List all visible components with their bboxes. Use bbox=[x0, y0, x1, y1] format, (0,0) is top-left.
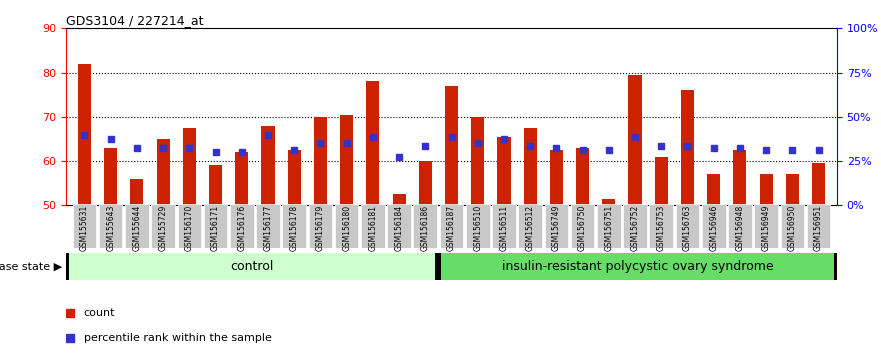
Bar bbox=[681, 90, 694, 205]
FancyBboxPatch shape bbox=[649, 204, 673, 248]
FancyBboxPatch shape bbox=[597, 204, 620, 248]
Bar bbox=[707, 175, 721, 205]
Text: GSM156170: GSM156170 bbox=[185, 205, 194, 251]
FancyBboxPatch shape bbox=[754, 204, 778, 248]
Bar bbox=[287, 150, 300, 205]
Bar bbox=[262, 126, 275, 205]
FancyBboxPatch shape bbox=[69, 253, 435, 280]
Text: count: count bbox=[84, 308, 115, 318]
Bar bbox=[157, 139, 170, 205]
Bar bbox=[182, 128, 196, 205]
Text: GSM156948: GSM156948 bbox=[736, 205, 744, 251]
Bar bbox=[235, 152, 248, 205]
Text: GSM156951: GSM156951 bbox=[814, 205, 823, 251]
Text: GSM156177: GSM156177 bbox=[263, 205, 272, 251]
Bar bbox=[576, 148, 589, 205]
Bar bbox=[603, 199, 616, 205]
Bar bbox=[445, 86, 458, 205]
Text: control: control bbox=[231, 260, 274, 273]
FancyBboxPatch shape bbox=[230, 204, 254, 248]
FancyBboxPatch shape bbox=[152, 204, 175, 248]
FancyBboxPatch shape bbox=[125, 204, 149, 248]
FancyBboxPatch shape bbox=[781, 204, 804, 248]
Text: GSM156184: GSM156184 bbox=[395, 205, 403, 251]
Text: GSM156750: GSM156750 bbox=[578, 205, 587, 251]
FancyBboxPatch shape bbox=[361, 204, 385, 248]
Bar bbox=[628, 75, 641, 205]
FancyBboxPatch shape bbox=[388, 204, 411, 248]
FancyBboxPatch shape bbox=[518, 204, 542, 248]
Text: GSM156753: GSM156753 bbox=[656, 205, 666, 251]
Text: GSM156511: GSM156511 bbox=[500, 205, 508, 251]
Text: insulin-resistant polycystic ovary syndrome: insulin-resistant polycystic ovary syndr… bbox=[502, 260, 774, 273]
Text: GSM156180: GSM156180 bbox=[342, 205, 352, 251]
Text: GSM156179: GSM156179 bbox=[316, 205, 325, 251]
Bar bbox=[655, 156, 668, 205]
Bar bbox=[759, 175, 773, 205]
Bar bbox=[366, 81, 380, 205]
Bar bbox=[418, 161, 432, 205]
Text: GSM156176: GSM156176 bbox=[237, 205, 247, 251]
FancyBboxPatch shape bbox=[728, 204, 751, 248]
FancyBboxPatch shape bbox=[335, 204, 359, 248]
FancyBboxPatch shape bbox=[571, 204, 595, 248]
Text: GSM156949: GSM156949 bbox=[762, 205, 771, 251]
FancyBboxPatch shape bbox=[413, 204, 437, 248]
Text: GSM155631: GSM155631 bbox=[80, 205, 89, 251]
FancyBboxPatch shape bbox=[441, 253, 833, 280]
FancyBboxPatch shape bbox=[99, 204, 122, 248]
FancyBboxPatch shape bbox=[702, 204, 726, 248]
Text: GSM156187: GSM156187 bbox=[447, 205, 456, 251]
Text: GSM156178: GSM156178 bbox=[290, 205, 299, 251]
Text: GSM156171: GSM156171 bbox=[211, 205, 220, 251]
Bar bbox=[471, 117, 485, 205]
Bar bbox=[523, 128, 537, 205]
FancyBboxPatch shape bbox=[466, 204, 490, 248]
Bar bbox=[209, 166, 222, 205]
FancyBboxPatch shape bbox=[177, 204, 201, 248]
FancyBboxPatch shape bbox=[492, 204, 515, 248]
FancyBboxPatch shape bbox=[72, 204, 96, 248]
Bar bbox=[104, 148, 117, 205]
Text: GSM156946: GSM156946 bbox=[709, 205, 718, 251]
Text: GSM156512: GSM156512 bbox=[526, 205, 535, 251]
Text: percentile rank within the sample: percentile rank within the sample bbox=[84, 333, 271, 343]
FancyBboxPatch shape bbox=[66, 253, 837, 280]
Text: GSM156181: GSM156181 bbox=[368, 205, 377, 251]
FancyBboxPatch shape bbox=[204, 204, 227, 248]
Text: GSM155643: GSM155643 bbox=[106, 205, 115, 251]
Text: GSM155644: GSM155644 bbox=[132, 205, 141, 251]
Text: GSM156186: GSM156186 bbox=[421, 205, 430, 251]
Text: GSM156751: GSM156751 bbox=[604, 205, 613, 251]
Bar bbox=[78, 64, 91, 205]
FancyBboxPatch shape bbox=[256, 204, 280, 248]
Text: GDS3104 / 227214_at: GDS3104 / 227214_at bbox=[66, 14, 204, 27]
Bar bbox=[130, 179, 144, 205]
FancyBboxPatch shape bbox=[440, 204, 463, 248]
Bar bbox=[812, 163, 825, 205]
Text: GSM156763: GSM156763 bbox=[683, 205, 692, 251]
FancyBboxPatch shape bbox=[807, 204, 831, 248]
Bar bbox=[498, 137, 510, 205]
Bar bbox=[786, 175, 799, 205]
Text: disease state ▶: disease state ▶ bbox=[0, 261, 63, 272]
Bar bbox=[393, 194, 405, 205]
FancyBboxPatch shape bbox=[623, 204, 647, 248]
FancyBboxPatch shape bbox=[676, 204, 700, 248]
FancyBboxPatch shape bbox=[308, 204, 332, 248]
Text: GSM156749: GSM156749 bbox=[552, 205, 561, 251]
Text: GSM156510: GSM156510 bbox=[473, 205, 482, 251]
FancyBboxPatch shape bbox=[544, 204, 568, 248]
Text: GSM156752: GSM156752 bbox=[631, 205, 640, 251]
Text: GSM155729: GSM155729 bbox=[159, 205, 167, 251]
Text: GSM156950: GSM156950 bbox=[788, 205, 797, 251]
Bar bbox=[314, 117, 327, 205]
Bar bbox=[550, 150, 563, 205]
Bar bbox=[733, 150, 746, 205]
FancyBboxPatch shape bbox=[283, 204, 306, 248]
Bar bbox=[340, 115, 353, 205]
